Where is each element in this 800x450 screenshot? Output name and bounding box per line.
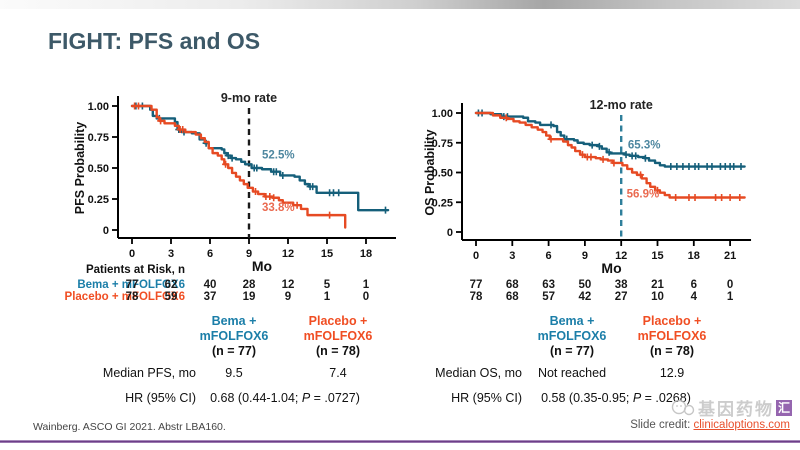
svg-text:Mo: Mo — [601, 260, 621, 276]
svg-text:0.75: 0.75 — [88, 132, 109, 144]
svg-text:15: 15 — [651, 250, 663, 262]
svg-text:0.25: 0.25 — [88, 194, 109, 206]
risk-count: 21 — [651, 279, 664, 291]
svg-text:PFS Probability: PFS Probability — [73, 122, 87, 214]
svg-text:9: 9 — [582, 250, 588, 262]
svg-text:Mo: Mo — [252, 258, 272, 274]
risk-count: 68 — [505, 291, 519, 303]
risk-count: 0 — [362, 291, 370, 303]
svg-text:0.50: 0.50 — [432, 168, 453, 180]
risk-count: 40 — [203, 279, 217, 291]
svg-text:0: 0 — [103, 225, 109, 237]
os-km-chart: 1.00 0.75 0.50 0.25 0 0 3 6 9 12 15 18 21 OS Probabil… — [423, 98, 752, 276]
risk-count: 37 — [203, 291, 217, 303]
svg-text:6: 6 — [546, 250, 552, 262]
svg-text:21: 21 — [724, 250, 736, 262]
wechat-watermark-icon — [671, 399, 695, 415]
os-col-header-placebo: Placebo + mFOLFOX6 (n = 78) — [637, 314, 707, 358]
svg-text:0: 0 — [473, 250, 479, 262]
risk-count: 5 — [323, 279, 331, 291]
pfs-km-chart: 1.00 0.75 0.50 0.25 0 0 3 6 9 12 15 18 PFS Probabili… — [73, 91, 396, 274]
top-gradient-bar — [0, 0, 800, 9]
svg-text:0.25: 0.25 — [432, 197, 453, 209]
median-os-label: Median OS, mo — [435, 366, 522, 380]
risk-count: 19 — [242, 291, 256, 303]
os-plot: 1.00 0.75 0.50 0.25 0 0 3 6 9 12 15 18 21 OS Probabil… — [423, 98, 752, 276]
os-hr-value: 0.58 (0.35-0.95; P = .0268) — [541, 391, 691, 405]
patients-at-risk-header: Patients at Risk, n — [85, 264, 185, 276]
median-pfs-placebo: 7.4 — [329, 366, 347, 380]
risk-count: 1 — [362, 279, 370, 291]
citation: Wainberg. ASCO GI 2021. Abstr LBA160. — [33, 421, 226, 433]
svg-text:1.00: 1.00 — [88, 101, 109, 113]
median-os-placebo: 12.9 — [659, 366, 685, 380]
svg-text:33.8%: 33.8% — [262, 202, 295, 214]
risk-count: 1 — [323, 291, 331, 303]
risk-count: 68 — [505, 279, 519, 291]
svg-text:15: 15 — [321, 248, 333, 260]
risk-count: 77 — [125, 279, 139, 291]
svg-text:6: 6 — [207, 248, 213, 260]
svg-text:1.00: 1.00 — [432, 108, 453, 120]
risk-count: 0 — [726, 279, 734, 291]
risk-count: 77 — [469, 279, 483, 291]
svg-text:OS Probability: OS Probability — [423, 129, 437, 215]
page-title: FIGHT: PFS and OS — [48, 28, 261, 54]
risk-count: 10 — [651, 291, 664, 303]
svg-text:12: 12 — [615, 250, 627, 262]
risk-row-label-placebo: Placebo + mFOLFOX6 — [64, 291, 185, 303]
svg-text:3: 3 — [168, 248, 174, 260]
risk-count: 78 — [125, 291, 139, 303]
risk-count: 6 — [690, 279, 697, 291]
risk-count: 57 — [542, 291, 555, 303]
svg-text:52.5%: 52.5% — [262, 150, 295, 162]
watermark-text: 基因药物 — [698, 400, 774, 419]
risk-count: 28 — [242, 279, 256, 291]
os-col-header-bema: Bema + mFOLFOX6 (n = 77) — [537, 314, 607, 358]
risk-count: 38 — [614, 279, 628, 291]
risk-count: 59 — [164, 291, 178, 303]
risk-count: 4 — [690, 291, 697, 303]
median-pfs-label: Median PFS, mo — [102, 366, 196, 380]
pfs-col-header-placebo: Placebo + mFOLFOX6 (n = 78) — [303, 314, 373, 358]
risk-count: 27 — [614, 291, 628, 303]
risk-row-label-bema: Bema + mFOLFOX6 — [77, 279, 185, 291]
risk-count: 12 — [281, 279, 295, 291]
svg-text:18: 18 — [688, 250, 700, 262]
svg-text:9-mo rate: 9-mo rate — [221, 91, 277, 105]
clinicaloptions-link[interactable]: clinicaloptions.com — [693, 419, 790, 431]
svg-text:0.75: 0.75 — [432, 138, 453, 150]
svg-text:65.3%: 65.3% — [628, 140, 661, 152]
svg-text:0.50: 0.50 — [88, 163, 109, 175]
svg-text:0: 0 — [447, 227, 453, 239]
risk-count: 1 — [726, 291, 734, 303]
watermark: 基因药物 汇 — [670, 395, 792, 420]
svg-text:12-mo rate: 12-mo rate — [590, 98, 653, 112]
svg-text:56.9%: 56.9% — [627, 188, 660, 200]
pfs-plot: 1.00 0.75 0.50 0.25 0 0 3 6 9 12 15 18 PFS Probabili… — [73, 91, 396, 274]
svg-text:18: 18 — [360, 248, 372, 260]
slide-credit: Slide credit: clinicaloptions.com — [630, 419, 790, 431]
risk-count: 42 — [578, 291, 592, 303]
watermark-badge: 汇 — [776, 399, 792, 416]
median-pfs-bema: 9.5 — [225, 366, 243, 380]
pfs-hr-value: 0.68 (0.44-1.04; P = .0727) — [210, 391, 360, 405]
risk-count: 9 — [284, 291, 292, 303]
risk-count: 78 — [469, 291, 483, 303]
svg-text:0: 0 — [129, 248, 135, 260]
risk-count: 62 — [164, 279, 178, 291]
risk-count: 50 — [578, 279, 592, 291]
os-hr-label: HR (95% CI) — [451, 391, 522, 405]
risk-count: 63 — [542, 279, 555, 291]
svg-text:9: 9 — [246, 248, 252, 260]
pfs-col-header-bema: Bema + mFOLFOX6 (n = 77) — [199, 314, 269, 358]
svg-text:12: 12 — [282, 248, 294, 260]
pfs-hr-label: HR (95% CI) — [125, 391, 196, 405]
median-os-bema: Not reached — [537, 366, 607, 380]
footer-divider — [0, 440, 800, 443]
svg-text:3: 3 — [509, 250, 515, 262]
